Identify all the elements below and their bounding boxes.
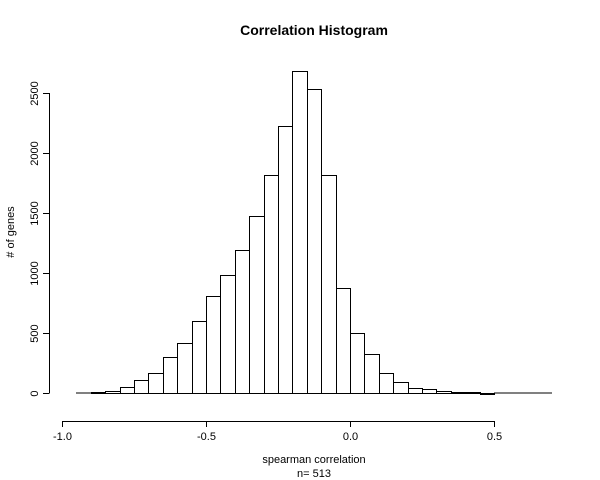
y-tick-label: 500 — [29, 324, 41, 342]
histogram-bar — [120, 387, 135, 394]
histogram-bar — [91, 392, 106, 394]
histogram-bar — [307, 89, 322, 394]
histogram-bar — [350, 333, 365, 394]
histogram-bar — [408, 388, 423, 394]
x-tick-label: -0.5 — [197, 431, 216, 443]
x-axis: -1.0 -0.5 0.0 0.5 — [53, 421, 502, 443]
x-tick-label: -1.0 — [53, 431, 72, 443]
histogram-bar — [192, 321, 207, 394]
histogram-bar — [220, 275, 236, 394]
histogram-bar — [134, 380, 149, 394]
x-tick-label: 0.5 — [487, 431, 502, 443]
histogram-bar — [163, 357, 178, 394]
histogram-bar — [436, 391, 452, 394]
histogram-bar — [278, 126, 293, 394]
histogram-bar — [393, 382, 409, 394]
histogram-bar — [206, 296, 221, 394]
histogram-bar — [465, 392, 481, 394]
histogram-bar — [235, 250, 250, 394]
y-axis: 0 500 1000 1500 2000 2500 — [29, 81, 50, 397]
histogram-bar — [336, 288, 351, 394]
histogram-bar — [105, 391, 121, 394]
y-tick-label: 0 — [29, 390, 41, 396]
x-axis-sublabel: n= 513 — [297, 468, 331, 480]
histogram-bar — [148, 373, 164, 394]
y-tick-label: 1500 — [29, 201, 41, 225]
y-axis-label: # of genes — [5, 206, 17, 258]
chart-title: Correlation Histogram — [240, 22, 388, 38]
y-tick-label: 2000 — [29, 141, 41, 165]
histogram-bar — [480, 393, 495, 395]
x-axis-label: spearman correlation — [262, 454, 365, 466]
histogram-bar — [292, 71, 308, 394]
histogram-bar — [249, 216, 265, 394]
histogram-bar — [379, 373, 394, 394]
y-tick-label: 2500 — [29, 81, 41, 105]
x-tick-label: 0.0 — [343, 431, 358, 443]
histogram-bar — [364, 354, 380, 394]
y-tick-label: 1000 — [29, 261, 41, 285]
histogram-bars — [76, 71, 552, 395]
histogram-bar — [264, 175, 279, 394]
histogram-bar — [177, 343, 193, 394]
histogram-bar — [321, 175, 337, 394]
histogram-bar — [422, 389, 437, 394]
histogram-bar — [451, 392, 466, 394]
